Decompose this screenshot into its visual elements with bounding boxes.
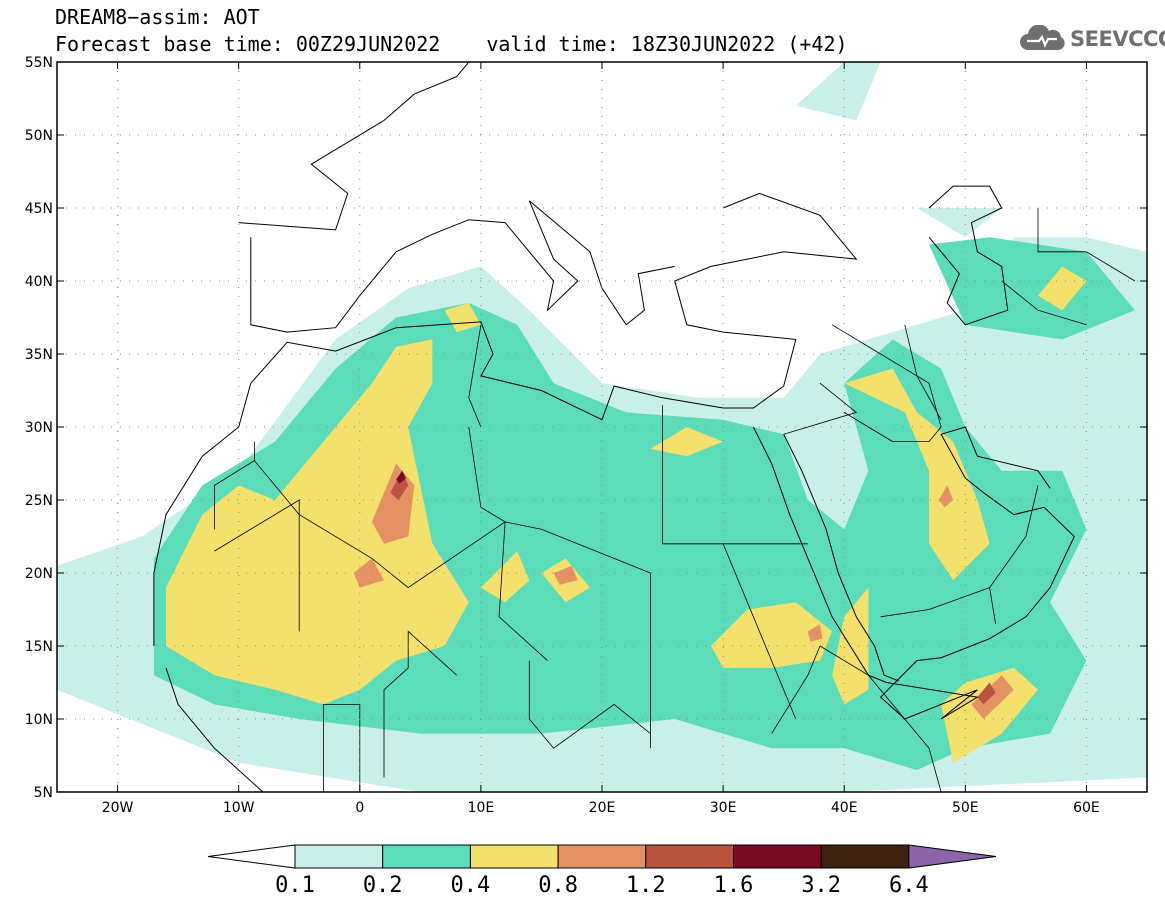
country-border: [468, 324, 482, 428]
latitude-axis: 55N 50N 45N 40N 35N 30N 25N 20N 15N 10N 5N: [25, 55, 1147, 801]
colorbar-segment: [294, 844, 384, 869]
aot-fields: [57, 62, 1147, 792]
cloud-icon: [1020, 25, 1065, 50]
aot-area-0.4: [1038, 266, 1087, 311]
country-border: [662, 405, 808, 545]
aot-area-0.1: [795, 62, 881, 121]
lon-label: 60E: [1073, 800, 1100, 816]
aot-area-0.8: [971, 675, 1014, 719]
coastline: [165, 667, 264, 792]
country-border: [904, 324, 942, 420]
country-border: [1037, 208, 1136, 282]
lon-label: 20W: [102, 800, 134, 816]
aot-area-0.4: [444, 302, 481, 333]
aot-area-0.8: [807, 624, 823, 642]
lat-label: 20N: [25, 566, 53, 582]
seevccc-logo: SEEVCCC: [1018, 24, 1165, 54]
country-border: [880, 587, 990, 618]
coastline: [238, 62, 470, 231]
country-border: [323, 704, 361, 792]
aot-area-0.1: [916, 208, 1002, 238]
colorbar-segment: [645, 844, 734, 869]
aot-area-0.8: [938, 485, 954, 508]
coastline: [250, 200, 675, 333]
colorbar-label: 1.2: [626, 873, 666, 898]
aot-area-0.4: [166, 339, 469, 705]
aot-area-1.6: [396, 470, 406, 484]
country-border: [783, 382, 858, 435]
lat-label: 10N: [25, 712, 53, 728]
aot-area-0.4: [844, 368, 990, 581]
aot-area-0.8: [553, 565, 578, 585]
valid-time: valid time: 18Z30JUN2022 (+42): [486, 32, 848, 56]
colorbar: 0.1 0.2 0.4 0.8 1.2 1.6 3.2 6.4: [207, 844, 997, 898]
aot-area-0.2: [929, 237, 1135, 340]
colorbar-segment: [820, 844, 910, 869]
aot-area-0.4: [650, 427, 724, 457]
colorbar-under-arrow: [207, 844, 296, 869]
lat-label: 50N: [25, 128, 53, 144]
colorbar-label: 1.6: [714, 873, 754, 898]
lon-label: 10E: [468, 800, 495, 816]
country-border: [771, 645, 821, 734]
country-border: [819, 645, 942, 792]
coastlines: [153, 62, 1136, 792]
colorbar-label: 0.4: [451, 873, 491, 898]
lat-label: 40N: [25, 274, 53, 290]
lat-label: 35N: [25, 347, 53, 363]
country-border: [214, 499, 300, 632]
product-title: DREAM8−assim: AOT: [55, 5, 260, 29]
colorbar-segment: [469, 844, 559, 869]
coastline: [752, 426, 1075, 720]
lon-label: 0: [355, 800, 364, 816]
lat-label: 15N: [25, 639, 53, 655]
country-border: [831, 324, 942, 442]
lat-label: 30N: [25, 420, 53, 436]
country-border: [1001, 280, 1087, 326]
lon-label: 40E: [831, 800, 858, 816]
country-border: [383, 630, 457, 778]
aot-area-0.4: [941, 667, 1038, 763]
country-border: [528, 660, 651, 749]
lat-label: 55N: [25, 55, 53, 71]
lat-label: 5N: [34, 785, 53, 801]
lon-label: 50E: [952, 800, 979, 816]
country-border: [468, 426, 548, 661]
country-border: [214, 441, 255, 530]
aot-area-0.4: [480, 551, 530, 603]
longitude-axis: 20W 10W 0 10E 20E 30E 40E 50E 60E: [102, 62, 1100, 816]
lon-label: 20E: [589, 800, 616, 816]
colorbar-label: 0.8: [538, 873, 578, 898]
aot-level-1.6: [396, 470, 406, 484]
country-border: [989, 485, 1039, 625]
colorbar-segment: [382, 844, 471, 869]
aot-area-1.2: [977, 682, 996, 705]
logo-text: SEEVCCC: [1070, 27, 1165, 51]
lat-label: 25N: [25, 493, 53, 509]
colorbar-segment: [557, 844, 647, 869]
country-border: [722, 543, 797, 720]
aot-area-0.8: [353, 558, 384, 588]
lon-label: 30E: [710, 800, 737, 816]
colorbar-segment: [733, 844, 822, 869]
coastline: [928, 185, 1009, 326]
aot-level-0.4: [166, 266, 1087, 763]
colorbar-label: 0.2: [363, 873, 403, 898]
forecast-times: Forecast base time: 00Z29JUN2022 valid ti…: [55, 33, 848, 55]
colorbar-label: 6.4: [889, 873, 929, 898]
lat-label: 45N: [25, 201, 53, 217]
lon-label: 10W: [223, 800, 255, 816]
aot-area-0.4: [711, 602, 833, 668]
colorbar-over-arrow: [908, 844, 997, 869]
base-time: Forecast base time: 00Z29JUN2022: [55, 32, 441, 56]
coastline: [153, 192, 858, 646]
colorbar-label: 3.2: [801, 873, 841, 898]
coastline: [783, 434, 899, 682]
colorbar-label: 0.1: [275, 873, 315, 898]
